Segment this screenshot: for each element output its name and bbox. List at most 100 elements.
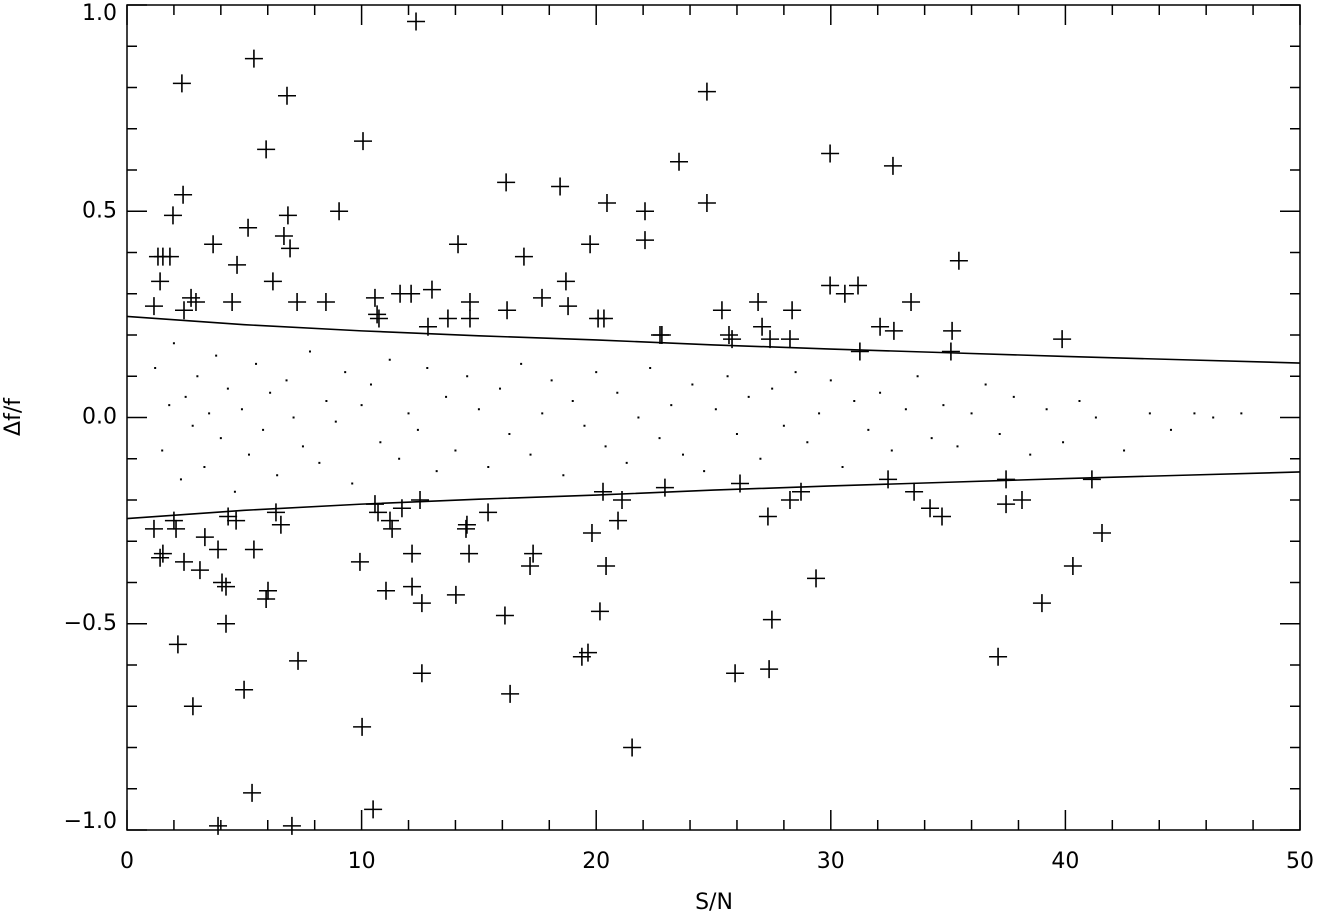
outlier-cross [594, 482, 613, 501]
outlier-cross [524, 544, 543, 563]
outlier-cross [559, 297, 578, 316]
data-point [466, 375, 469, 378]
outlier-cross [460, 544, 479, 563]
data-point [520, 362, 523, 365]
data-point [508, 433, 511, 435]
data-point [269, 391, 272, 394]
outlier-cross [175, 552, 194, 571]
data-point [1148, 412, 1151, 415]
outlier-cross [353, 717, 372, 736]
y-axis-label: Δf/f [1, 397, 26, 436]
data-point [691, 383, 694, 386]
outlier-cross [501, 684, 520, 703]
outlier-cross [183, 697, 202, 716]
data-point [247, 453, 250, 456]
data-point [487, 466, 490, 468]
outlier-cross [594, 309, 613, 328]
outlier-cross [783, 301, 802, 320]
outlier-cross [168, 635, 187, 654]
outlier-cross [190, 561, 209, 580]
outlier-cross [921, 499, 940, 518]
outlier-cross [821, 144, 840, 163]
y-tick-label: 0.5 [82, 198, 117, 223]
outlier-cross [749, 293, 768, 311]
data-point [161, 449, 164, 452]
outlier-cross [330, 202, 349, 221]
data-point [191, 424, 194, 427]
data-point [1045, 408, 1048, 411]
outlier-cross [753, 317, 772, 336]
outlier-cross [780, 491, 799, 509]
outlier-cross [244, 540, 263, 559]
data-point [970, 412, 973, 415]
outlier-cross [761, 330, 780, 349]
outlier-cross [521, 557, 540, 575]
data-point [1094, 416, 1097, 419]
outlier-cross [144, 297, 163, 316]
data-point [1212, 416, 1215, 419]
outlier-cross [438, 309, 457, 328]
outlier-cross [758, 507, 777, 526]
outlier-cross [949, 251, 968, 270]
data-point [477, 408, 480, 411]
outlier-cross [383, 519, 402, 538]
x-tick-label: 20 [582, 849, 610, 874]
outlier-cross [274, 227, 293, 245]
outlier-cross [1063, 557, 1082, 575]
outlier-cross [204, 235, 223, 254]
outlier-cross [712, 301, 731, 320]
outlier-cross [623, 738, 642, 757]
data-point [1062, 441, 1065, 444]
data-point [360, 404, 363, 407]
data-point [344, 371, 347, 374]
data-point [334, 420, 337, 423]
outlier-cross [195, 528, 214, 547]
outlier-cross [144, 519, 163, 538]
outlier-cross [997, 470, 1016, 489]
data-point [1240, 412, 1243, 415]
x-axis-label: S/N [695, 890, 733, 915]
outlier-cross [151, 272, 170, 291]
data-point [529, 453, 532, 456]
outlier-cross [209, 816, 228, 835]
outlier-cross [213, 573, 232, 592]
outlier-cross [590, 602, 609, 621]
x-tick-label: 40 [1051, 849, 1079, 874]
outlier-cross [997, 495, 1016, 514]
outlier-cross [780, 330, 799, 349]
data-point [890, 449, 893, 452]
outlier-cross [871, 317, 890, 336]
outlier-cross [446, 585, 465, 604]
outlier-cross [403, 577, 422, 596]
y-tick-label: 1.0 [82, 1, 117, 26]
data-point [782, 424, 785, 427]
outlier-cross [316, 293, 335, 311]
outlier-cross [172, 74, 191, 93]
data-point [984, 383, 987, 386]
outlier-cross [244, 49, 263, 68]
outlier-cross [411, 491, 430, 509]
outlier-cross [726, 664, 745, 683]
outlier-cross [182, 288, 201, 307]
data-point [595, 371, 598, 374]
outlier-cross [412, 594, 431, 613]
outlier-cross [227, 511, 246, 530]
outlier-cross [175, 301, 194, 320]
outlier-cross [1082, 470, 1101, 489]
data-point [426, 367, 429, 369]
outlier-cross [652, 326, 671, 344]
data-point [179, 478, 182, 481]
data-point [759, 457, 762, 460]
data-point [541, 412, 544, 415]
outlier-cross [933, 507, 951, 526]
data-point [735, 433, 738, 435]
data-point [351, 482, 354, 485]
data-point [196, 375, 199, 378]
outlier-cross [792, 482, 811, 501]
outlier-cross [556, 272, 575, 291]
data-point [625, 461, 628, 464]
outlier-cross [697, 194, 716, 212]
outlier-cross [289, 651, 308, 670]
outlier-cross [1013, 491, 1031, 509]
